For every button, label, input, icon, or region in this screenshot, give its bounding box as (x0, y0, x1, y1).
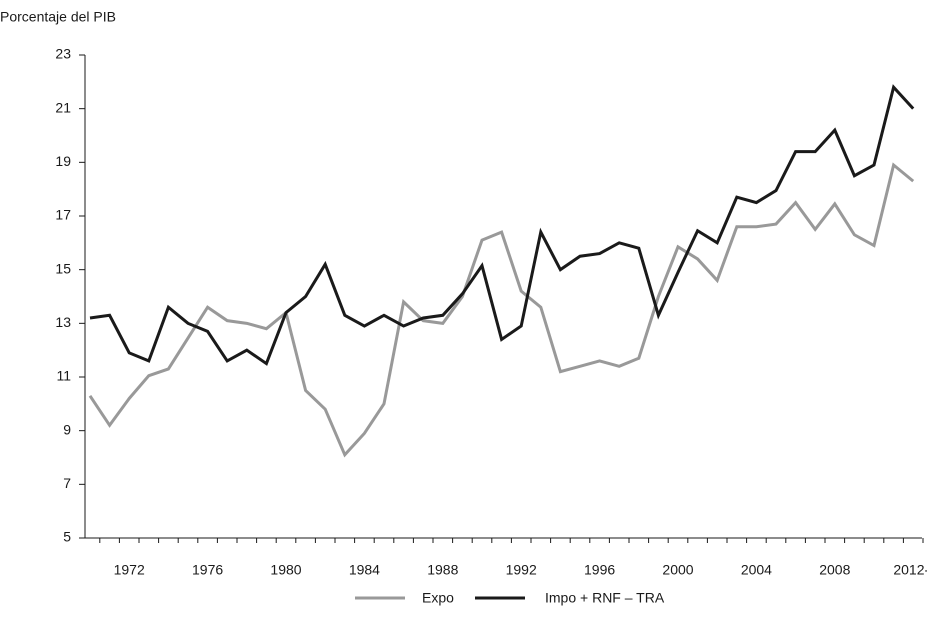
x-tick-label: 1992 (506, 562, 537, 578)
x-tick-label: 1976 (192, 562, 223, 578)
x-tick-label: 1980 (270, 562, 301, 578)
x-tick-label: 1996 (584, 562, 615, 578)
y-tick-label: 9 (63, 421, 71, 437)
y-tick-label: 7 (63, 475, 71, 491)
x-tick-label: 2012-I (893, 562, 927, 578)
x-tick-label: 1984 (349, 562, 380, 578)
y-tick-label: 19 (55, 153, 71, 169)
series-line (89, 84, 915, 366)
y-tick-label: 5 (63, 529, 71, 545)
x-tick-label: 1988 (427, 562, 458, 578)
x-tick-label: 2008 (819, 562, 850, 578)
legend-label: Expo (422, 590, 454, 606)
x-tick-label: 2004 (741, 562, 772, 578)
y-tick-label: 23 (55, 46, 71, 62)
x-tick-label: 1972 (114, 562, 145, 578)
y-tick-label: 11 (56, 368, 71, 384)
series-line (88, 162, 915, 458)
y-tick-label: 13 (55, 314, 71, 330)
y-tick-label: 15 (55, 260, 71, 276)
legend-label: Impo + RNF – TRA (545, 590, 665, 606)
y-axis-label: Porcentaje del PIB (0, 9, 116, 25)
y-tick-label: 17 (55, 207, 71, 223)
x-tick-label: 2000 (662, 562, 693, 578)
y-tick-label: 21 (55, 99, 71, 115)
